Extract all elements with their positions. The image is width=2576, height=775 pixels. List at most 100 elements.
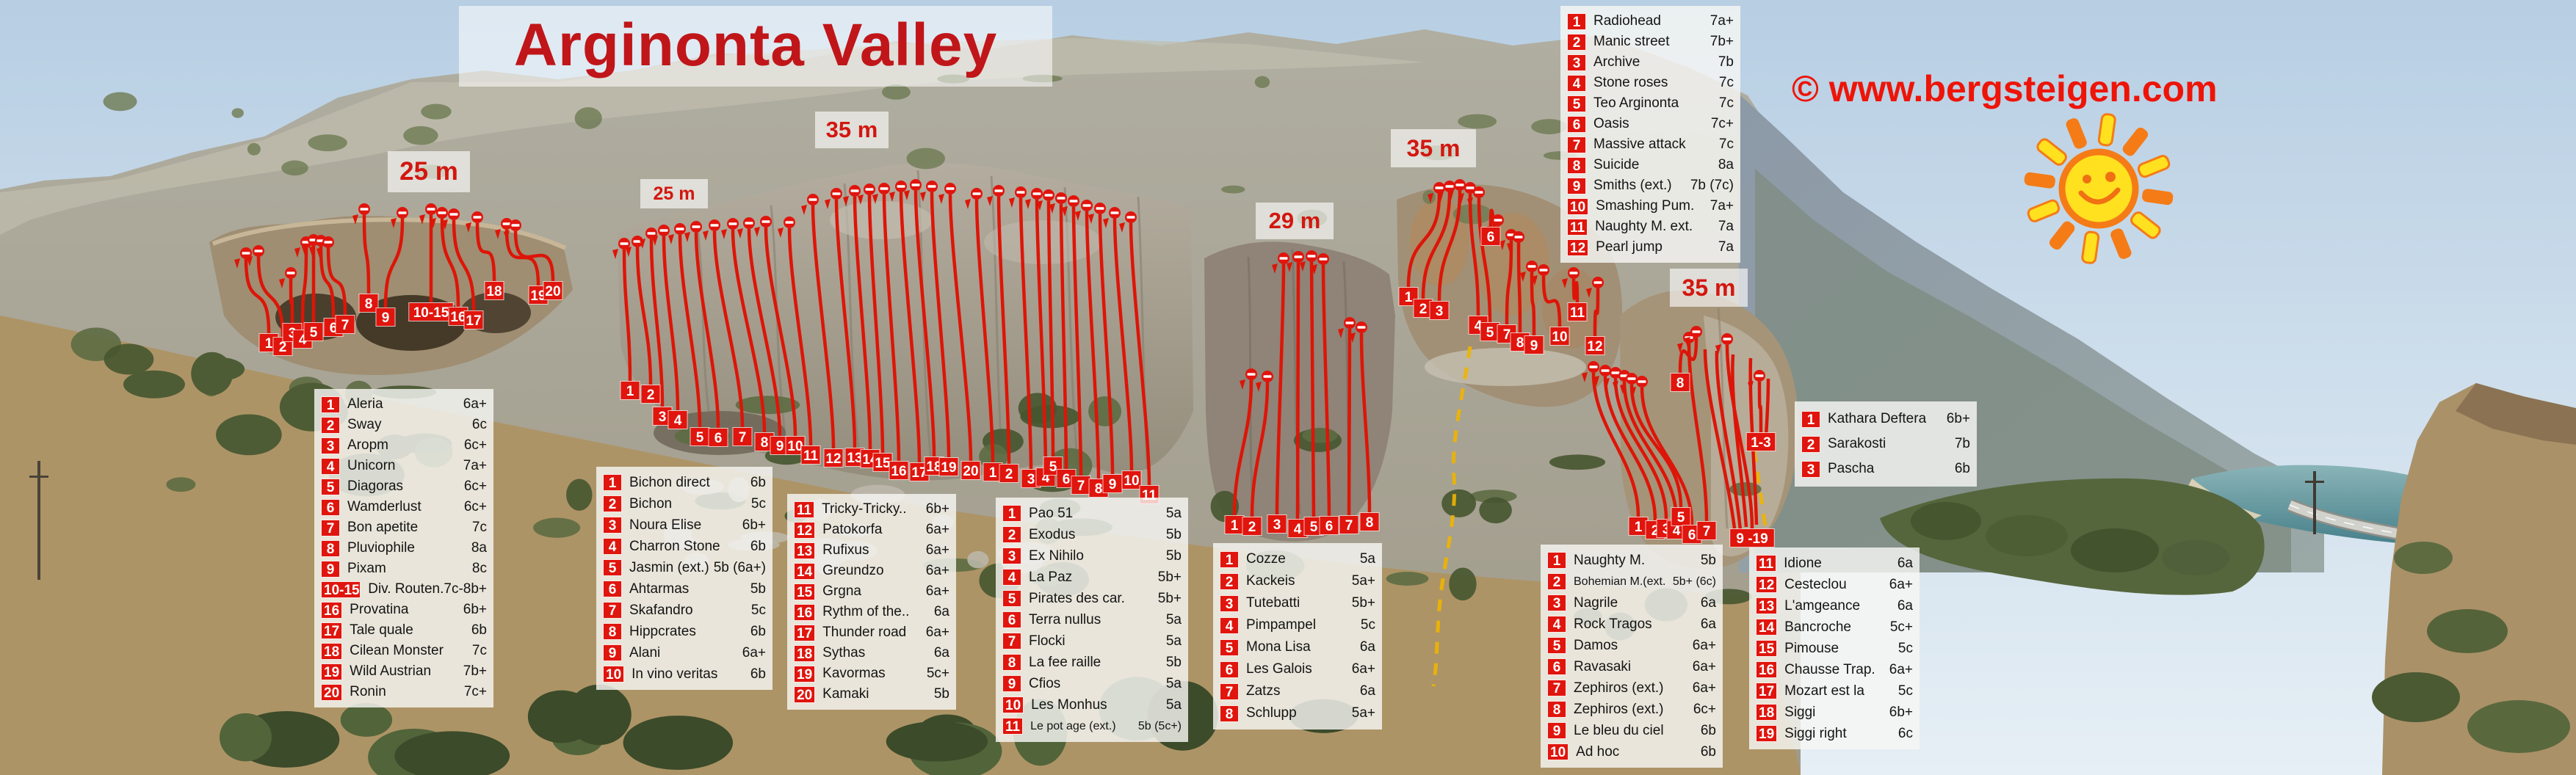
route-name: Les Galois	[1246, 661, 1312, 677]
route-row: 9 Alani 6a+	[603, 642, 766, 663]
route-row: 5 Damos 6a+	[1547, 635, 1716, 656]
route-name: Schlupp	[1246, 705, 1297, 721]
route-number-badge: 10	[1547, 743, 1569, 760]
svg-text:2: 2	[1005, 467, 1013, 482]
route-number-badge: 14	[1756, 619, 1778, 636]
route-line	[731, 229, 767, 433]
route-row: 4 Charron Stone 6b	[603, 536, 766, 557]
route-direction-arrow	[938, 194, 944, 204]
route-row: 1 Bichon direct 6b	[603, 472, 766, 493]
svg-text:8: 8	[1516, 335, 1524, 351]
route-row: 12 Cesteclou 6a+	[1756, 574, 1913, 595]
route-line	[1477, 197, 1492, 323]
route-grade: 6a+	[925, 522, 949, 537]
cliff-route-marker: 1	[1628, 517, 1649, 536]
anchor-ring-bar	[1569, 272, 1578, 274]
route-grade: 6c+	[1693, 701, 1716, 717]
svg-text:17: 17	[911, 465, 927, 481]
svg-text:15: 15	[875, 456, 891, 471]
svg-text:11: 11	[1570, 305, 1585, 321]
route-name: Kamaki	[822, 686, 869, 702]
route-grade: 7b+	[463, 663, 487, 679]
anchor-ring-bar	[897, 185, 905, 188]
cliff-route-marker: 9 -19	[1729, 528, 1775, 547]
cliff-route-marker: 7	[732, 427, 753, 446]
route-direction-arrow	[1562, 278, 1568, 288]
route-direction-arrow	[612, 249, 618, 259]
svg-text:12: 12	[1587, 339, 1602, 354]
route-grade: 6b+	[1889, 704, 1913, 720]
cliff-route-marker: 1-3	[1745, 432, 1776, 451]
svg-text:5: 5	[310, 325, 318, 341]
svg-text:19: 19	[941, 460, 956, 476]
route-number-badge: 6	[1567, 115, 1586, 133]
route-number-badge: 18	[794, 644, 816, 662]
route-row: 3 Archive 7b	[1567, 52, 1734, 73]
route-grade: 6a	[1897, 555, 1913, 571]
route-name: Rythm of the..	[822, 604, 910, 619]
route-name: Jasmin (ext.)	[629, 559, 709, 575]
route-grade: 7c	[471, 520, 487, 535]
svg-text:12: 12	[825, 451, 841, 467]
route-name: Pimouse	[1784, 640, 1839, 656]
route-line	[678, 234, 702, 428]
route-grade: 5c	[1360, 617, 1375, 633]
route-grade: 5b (5c+)	[1137, 719, 1182, 732]
route-direction-arrow	[626, 247, 632, 257]
anchor-ring-bar	[1539, 269, 1548, 272]
svg-text:1: 1	[1231, 518, 1239, 534]
route-number-badge: 15	[794, 583, 816, 600]
route-direction-arrow	[1748, 381, 1754, 391]
route-grade: 5a	[1165, 505, 1182, 521]
svg-text:9: 9	[1109, 477, 1117, 492]
svg-text:3: 3	[659, 410, 667, 425]
route-number-badge: 16	[794, 603, 816, 621]
route-direction-arrow	[234, 258, 240, 269]
route-line	[326, 247, 347, 316]
route-direction-arrow	[1532, 275, 1538, 285]
route-row: 14 Greundzo 6a+	[794, 561, 949, 581]
route-grade: 6b	[471, 622, 487, 638]
route-direction-arrow	[843, 196, 849, 206]
route-direction-arrow	[1458, 193, 1464, 203]
svg-text:8: 8	[1676, 376, 1685, 391]
route-row: 8 Hippcrates 6b	[603, 621, 766, 642]
cliff-route-marker: 5	[1671, 507, 1691, 526]
anchor-ring-bar	[808, 198, 817, 201]
route-grade: 8c	[471, 561, 487, 576]
route-row: 19 Siggi right 6c	[1756, 723, 1913, 744]
route-row: 2 Bichon 5c	[603, 493, 766, 514]
route-grade: 7c+	[463, 684, 487, 699]
anchor-ring-bar	[1044, 194, 1053, 197]
route-row: 5 Diagoras 6c+	[321, 476, 487, 497]
anchor-ring-bar	[242, 252, 250, 255]
route-row: 2 Manic street 7b+	[1567, 32, 1734, 52]
cliff-route-marker: 1	[620, 381, 640, 400]
route-grade: 6a+	[742, 644, 766, 661]
route-name: Ravasaki	[1574, 658, 1632, 674]
route-name: Tricky-Tricky..	[822, 501, 907, 517]
route-row: 7 Bon apetite 7c	[321, 517, 487, 538]
route-name: Aleria	[347, 396, 383, 412]
route-name: Le pot age (ext.)	[1030, 719, 1116, 732]
route-name: Smiths (ext.)	[1593, 178, 1672, 193]
route-name: Wild Austrian	[350, 663, 432, 679]
route-direction-arrow	[1448, 190, 1454, 200]
route-line	[882, 194, 901, 462]
route-row: 18 Sythas 6a	[794, 643, 949, 663]
route-grade: 7a+	[1710, 198, 1734, 214]
anchor-ring-bar	[728, 222, 737, 225]
anchor-ring-bar	[1514, 236, 1523, 239]
route-row: 11 Naughty M. ext. 7a	[1567, 217, 1734, 237]
anchor-ring-bar	[254, 250, 263, 252]
route-direction-arrow	[1049, 203, 1055, 214]
route-line	[1071, 206, 1083, 476]
svg-text:7: 7	[1703, 524, 1711, 539]
route-line	[513, 230, 555, 282]
route-name: Kathara Deftera	[1828, 411, 1927, 426]
svg-text:3: 3	[1027, 472, 1035, 487]
anchor-ring-bar	[633, 240, 642, 243]
svg-text:8: 8	[761, 435, 769, 451]
route-grade: 6a	[933, 645, 949, 661]
svg-text:1: 1	[626, 384, 634, 399]
